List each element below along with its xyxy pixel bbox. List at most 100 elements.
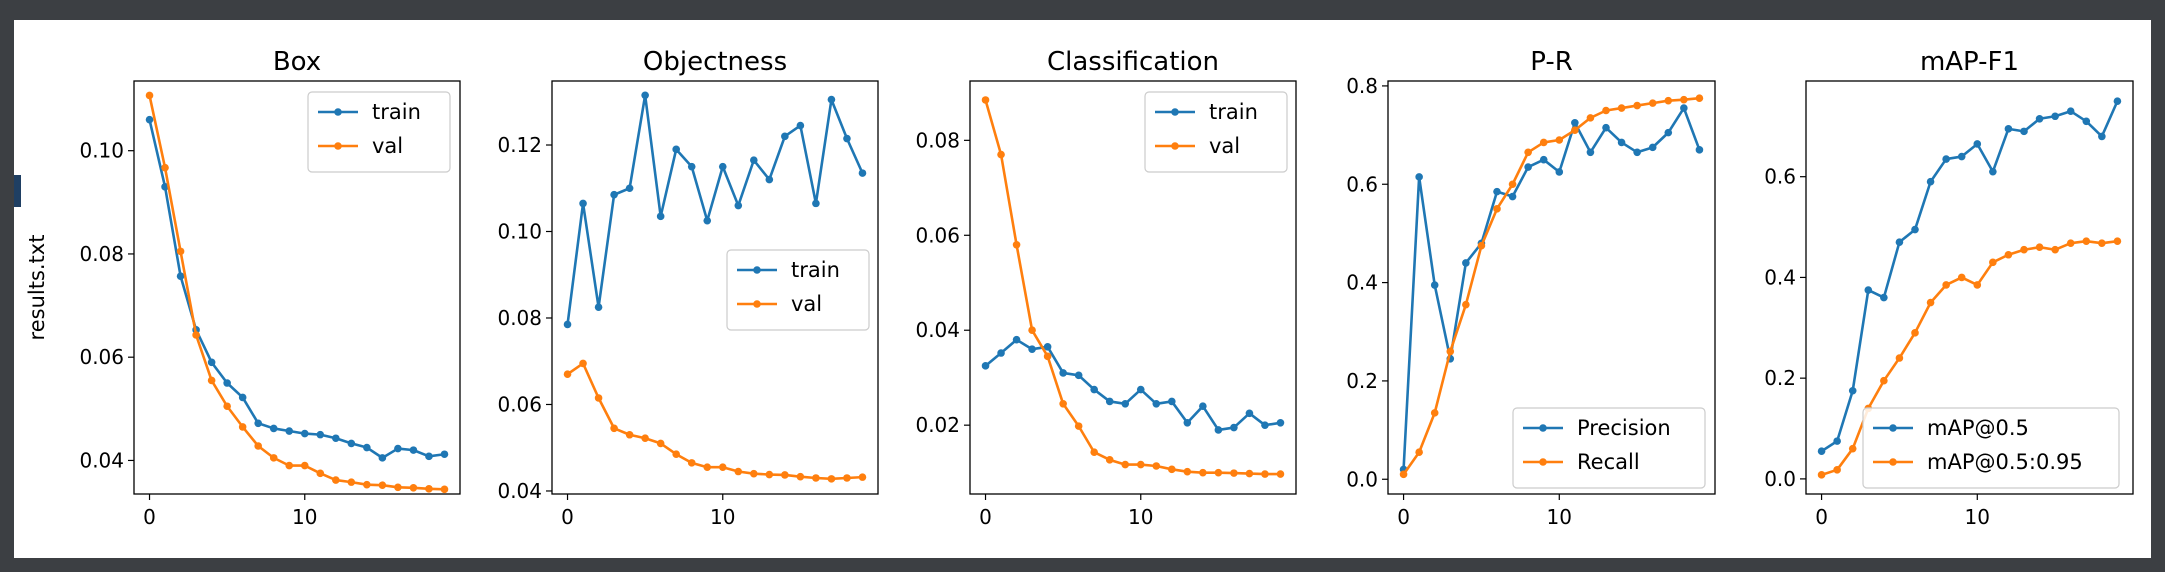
data-point-precision	[1680, 104, 1688, 112]
x-tick-label: 0	[979, 505, 992, 529]
y-tick-label: 0.8	[1346, 74, 1378, 98]
data-point-val	[363, 481, 371, 489]
data-point-train	[1075, 372, 1083, 380]
data-point-val	[223, 402, 231, 410]
data-point-val	[1028, 326, 1036, 334]
data-point-map-0-5	[1927, 178, 1935, 186]
series-val	[564, 360, 867, 483]
data-point-train	[595, 303, 603, 311]
data-point-val	[1013, 241, 1021, 249]
data-point-val	[610, 424, 618, 432]
data-point-map-0-5	[1911, 226, 1919, 234]
legend-label-val: val	[791, 292, 822, 316]
legend-marker-map-0-5-0-95	[1889, 458, 1897, 466]
data-point-val	[379, 481, 387, 489]
data-point-val	[1168, 466, 1176, 474]
data-point-recall	[1555, 136, 1563, 144]
data-point-val	[1044, 353, 1052, 361]
data-point-map-0-5	[2114, 97, 2122, 105]
data-point-recall	[1493, 205, 1501, 213]
data-point-recall	[1649, 99, 1657, 107]
y-tick-label: 0.0	[1346, 467, 1378, 491]
data-point-train	[719, 163, 727, 171]
legend-marker-map-0-5	[1889, 424, 1897, 432]
data-point-train	[672, 146, 680, 154]
data-point-val	[1106, 456, 1114, 464]
legend-label-map-0-5: mAP@0.5	[1927, 416, 2029, 440]
data-point-val	[348, 478, 356, 486]
data-point-train	[316, 431, 324, 439]
data-point-val	[146, 92, 154, 100]
legend: PrecisionRecall	[1513, 408, 1705, 488]
data-point-map-0-5	[2082, 117, 2090, 125]
data-point-train	[239, 394, 247, 402]
data-point-recall	[1633, 102, 1641, 110]
data-point-map-0-5-0-95	[2051, 246, 2059, 254]
chart-title: Classification	[1047, 47, 1219, 77]
data-point-train	[982, 362, 990, 370]
data-point-map-0-5	[1833, 437, 1841, 445]
data-point-recall	[1415, 448, 1423, 456]
legend: train val	[727, 250, 869, 330]
data-point-val	[1152, 462, 1160, 470]
legend-marker-recall	[1539, 458, 1547, 466]
data-point-train	[1152, 400, 1160, 408]
data-point-recall	[1431, 409, 1439, 417]
data-point-val	[1261, 470, 1269, 478]
data-point-train	[254, 419, 262, 427]
data-point-train	[1106, 398, 1114, 406]
data-point-val	[239, 423, 247, 431]
y-tick-label: 0.04	[79, 448, 124, 472]
data-point-train	[410, 446, 418, 454]
y-tick-label: 0.2	[1346, 369, 1378, 393]
data-point-recall	[1462, 301, 1470, 309]
data-point-train	[1028, 345, 1036, 353]
legend-marker-val	[334, 142, 342, 150]
y-tick-label: 0.02	[915, 413, 960, 437]
chart-panel-classification: Classification0 100.020.040.060.08trainva…	[915, 47, 1296, 529]
data-point-recall	[1446, 348, 1454, 356]
legend-marker-precision	[1539, 424, 1547, 432]
data-point-map-0-5	[1880, 294, 1888, 302]
data-point-val	[579, 360, 587, 368]
data-point-val	[441, 486, 449, 494]
data-point-precision	[1664, 129, 1672, 137]
chart-panel-objectness: Objectness0 100.040.060.080.100.12trainva…	[497, 47, 878, 529]
data-point-train	[394, 445, 402, 453]
data-point-val	[316, 470, 324, 478]
data-point-val	[1246, 470, 1254, 478]
data-point-train	[766, 176, 774, 184]
legend: train val	[1145, 92, 1287, 172]
data-point-val	[161, 164, 169, 172]
x-tick-label: 10	[1547, 505, 1572, 529]
data-point-precision	[1540, 156, 1548, 164]
legend-marker-val	[753, 300, 761, 308]
data-point-precision	[1602, 124, 1610, 132]
data-point-train	[626, 184, 634, 192]
data-point-train	[781, 133, 789, 141]
data-point-val	[828, 475, 836, 483]
data-point-precision	[1493, 188, 1501, 196]
data-point-val	[410, 484, 418, 492]
y-tick-label: 0.04	[915, 318, 960, 342]
data-point-val	[254, 442, 262, 450]
chart-title: mAP-F1	[1920, 47, 2019, 77]
chart-panel-map-f1: mAP-F10 100.00.20.40.6mAP@0.5mAP@0.5:0.95	[1764, 47, 2133, 529]
y-tick-label: 0.06	[915, 223, 960, 247]
data-point-val	[843, 474, 851, 482]
data-point-map-0-5-0-95	[2005, 251, 2013, 259]
data-point-train	[146, 116, 154, 124]
y-tick-label: 0.04	[497, 479, 542, 503]
data-point-precision	[1524, 163, 1532, 171]
data-point-val	[812, 474, 820, 482]
data-point-train	[285, 427, 293, 435]
data-point-train	[379, 454, 387, 462]
data-point-map-0-5-0-95	[1958, 274, 1966, 282]
data-point-precision	[1509, 193, 1517, 201]
x-tick-label: 10	[292, 505, 317, 529]
data-point-train	[750, 156, 758, 164]
data-point-train	[1246, 409, 1254, 417]
data-point-val	[982, 96, 990, 104]
data-point-train	[348, 440, 356, 448]
data-point-map-0-5	[1942, 155, 1950, 163]
